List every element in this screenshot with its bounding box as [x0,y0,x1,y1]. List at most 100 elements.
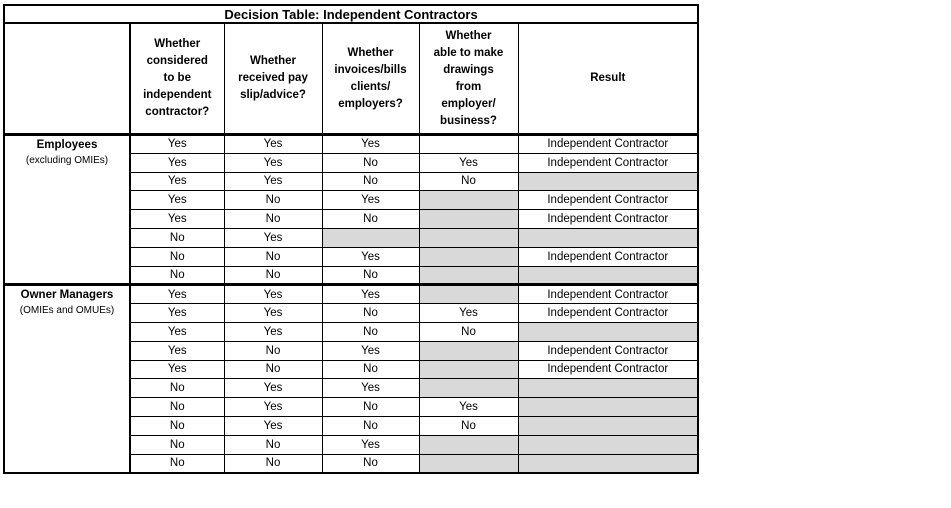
condition-cell: Yes [223,321,323,342]
result-cell: Independent Contractor [517,340,699,361]
table-head: Decision Table: Independent Contractors … [2,4,700,136]
condition-cell: Yes [129,152,225,173]
row-group-note: (excluding OMIEs) [25,155,109,166]
table-row: Yes No No Independent Contractor [4,209,699,229]
condition-cell: No [418,321,519,342]
condition-cell: Yes [129,283,225,305]
column-header-invoices-clients: Whether invoices/bills clients/ employer… [321,22,420,136]
title-row: Decision Table: Independent Contractors [2,4,700,24]
condition-cell: Yes [129,209,225,229]
condition-cell: Yes [223,415,323,436]
condition-cell: No [321,453,420,474]
column-header-drawings-from-employer: Whether able to make drawings from emplo… [418,22,519,136]
condition-cell: Yes [223,303,323,323]
table-row: Yes Yes No Yes Independent Contractor [4,152,699,173]
table-row: Yes No Yes Independent Contractor [4,190,699,211]
condition-cell: No [223,265,323,286]
condition-cell: No [129,453,225,474]
condition-cell: Yes [223,152,323,173]
result-cell: Independent Contractor [517,190,699,211]
result-cell [517,415,699,436]
condition-cell [418,340,519,361]
condition-cell [418,265,519,286]
condition-cell: Yes [129,190,225,211]
result-cell: Independent Contractor [517,209,699,229]
condition-cell [418,190,519,211]
condition-cell: Yes [321,133,420,154]
condition-cell [418,378,519,399]
condition-cell: Yes [321,340,420,361]
condition-cell: No [223,434,323,455]
condition-cell: No [418,415,519,436]
table-row: Employees (excluding OMIEs) Yes Yes Yes Indep… [3,132,699,286]
condition-cell: Yes [418,303,519,323]
condition-cell [418,359,519,380]
condition-cell [418,227,519,248]
result-cell: Independent Contractor [517,303,699,323]
header-row: Whether considered to be independent con… [3,22,699,136]
condition-cell [418,453,519,474]
condition-cell: Yes [223,283,323,305]
condition-cell: No [321,152,420,173]
condition-cell: No [129,246,225,267]
condition-cell [418,209,519,229]
table-row: Yes No Yes Independent Contractor [4,340,699,361]
result-cell [517,453,699,474]
decision-table: Decision Table: Independent Contractors … [2,4,700,474]
condition-cell: No [418,171,519,192]
result-cell: Independent Contractor [517,283,699,305]
result-cell: Independent Contractor [517,246,699,267]
condition-cell: No [129,378,225,399]
condition-cell: Yes [223,378,323,399]
condition-cell [418,246,519,267]
result-cell [517,434,699,455]
condition-cell: No [223,209,323,229]
column-header-received-payslip: Whether received pay slip/advice? [223,22,323,136]
table-body: Employees (excluding OMIEs) Yes Yes Yes Indep… [3,132,699,474]
condition-cell: Yes [129,340,225,361]
table-row: Owner Managers (OMIEs and OMUEs) Yes Yes Yes… [3,283,699,474]
result-cell [517,321,699,342]
condition-cell: Yes [321,378,420,399]
table-row: Yes No No Independent Contractor [4,359,699,380]
row-group-label-cell: Owner Managers (OMIEs and OMUEs) [3,283,131,474]
table-row: No Yes [4,227,699,248]
condition-cell: No [321,209,420,229]
result-cell: Independent Contractor [517,133,699,154]
condition-cell: No [321,359,420,380]
row-group-note: (OMIEs and OMUEs) [19,305,115,317]
condition-cell: Yes [418,397,519,417]
condition-cell: Yes [321,434,420,455]
result-cell [517,397,699,417]
condition-cell: Yes [129,359,225,380]
result-cell [517,227,699,248]
condition-cell: Yes [418,152,519,173]
condition-cell [418,283,519,305]
condition-cell: No [321,415,420,436]
condition-cell: Yes [223,397,323,417]
column-header-result: Result [517,22,699,136]
column-header-considered-contractor: Whether considered to be independent con… [129,22,225,136]
condition-cell: No [223,246,323,267]
table-row: Yes Yes No Yes Independent Contractor [4,303,699,323]
row-group-name: Employees [36,139,98,151]
condition-cell: No [223,190,323,211]
condition-cell: Yes [129,321,225,342]
condition-cell: No [129,434,225,455]
condition-cell: No [129,265,225,286]
condition-cell: Yes [129,133,225,154]
condition-cell: No [223,340,323,361]
condition-cell: No [321,321,420,342]
condition-cell: No [129,415,225,436]
condition-cell: No [321,303,420,323]
result-cell [517,378,699,399]
condition-cell: Yes [129,171,225,192]
result-cell [517,265,699,286]
condition-cell: Yes [223,133,323,154]
condition-cell [418,434,519,455]
condition-cell: No [223,359,323,380]
table-row: No Yes Yes [4,378,699,399]
condition-cell: No [321,171,420,192]
condition-cell: Yes [223,171,323,192]
condition-cell: No [223,453,323,474]
